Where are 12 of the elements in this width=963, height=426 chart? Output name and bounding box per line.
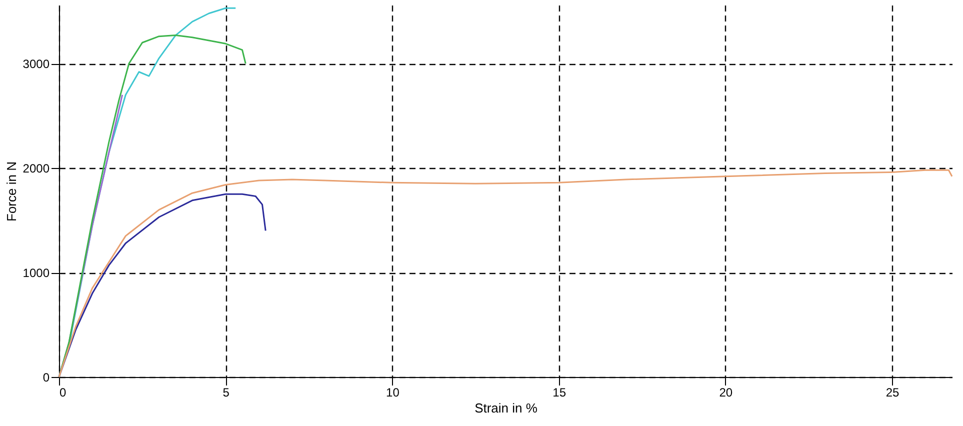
x-tick-label: 0 xyxy=(60,386,66,400)
y-tick-label: 2000 xyxy=(22,162,50,176)
x-tick-label: 5 xyxy=(222,386,230,400)
x-tick-label: 15 xyxy=(552,386,566,400)
y-axis-title: Force in N xyxy=(4,162,19,222)
x-tick-label: 10 xyxy=(386,386,400,400)
x-tick-label: 20 xyxy=(719,386,733,400)
y-tick-label: 0 xyxy=(42,370,50,384)
y-tick-label: 3000 xyxy=(22,57,50,72)
x-axis-title: Strain in % xyxy=(474,400,538,416)
y-tick-label: 1000 xyxy=(22,266,50,280)
x-tick-label: 25 xyxy=(886,386,900,400)
